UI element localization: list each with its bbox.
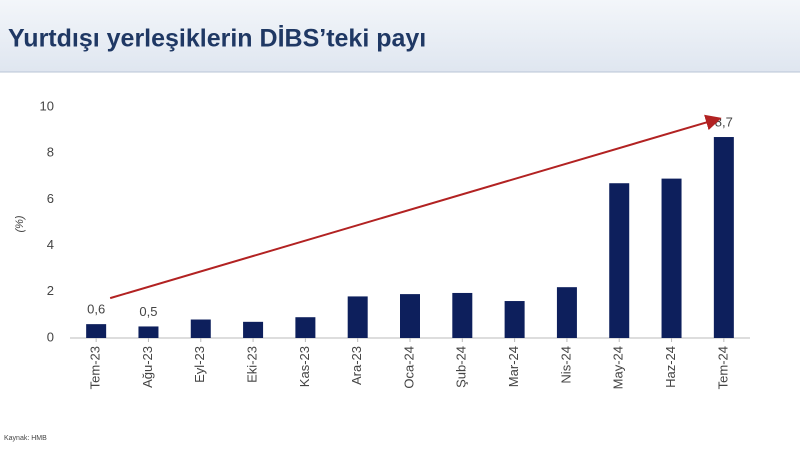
x-tick-label: Tem-24	[715, 346, 730, 389]
x-tick-label: Şub-24	[454, 346, 469, 388]
x-tick-label: Tem-23	[88, 346, 103, 389]
data-label: 0,5	[139, 304, 157, 319]
y-tick-label: 0	[47, 329, 54, 344]
y-tick-label: 10	[40, 98, 54, 113]
bar	[609, 183, 630, 338]
bar	[190, 319, 211, 338]
bar	[400, 294, 420, 338]
x-tick-label: Mar-24	[506, 346, 521, 387]
bar	[713, 137, 734, 338]
bar	[243, 321, 264, 338]
bar	[661, 178, 682, 338]
x-tick-label: Ara-23	[349, 346, 364, 385]
bar	[452, 292, 473, 338]
x-tick-label: Haz-24	[663, 346, 678, 388]
y-tick-label: 8	[47, 145, 54, 160]
y-axis-label: (%)	[14, 215, 26, 232]
y-tick-label: 6	[47, 191, 54, 206]
chart-title: Yurtdışı yerleşiklerin DİBS’teki payı	[8, 25, 426, 53]
x-tick-label: Eki-23	[245, 346, 260, 383]
source-note: Kaynak: HMB	[4, 435, 47, 442]
bar	[295, 317, 316, 338]
bar	[556, 287, 577, 338]
bar	[504, 301, 525, 338]
x-tick-label: May-24	[611, 346, 626, 389]
bar	[347, 296, 368, 338]
bar	[138, 326, 159, 338]
x-tick-label: Ağu-23	[140, 346, 155, 388]
bar	[86, 324, 107, 338]
x-tick-label: Eyl-23	[192, 346, 207, 383]
y-tick-label: 4	[47, 237, 54, 252]
header-band	[0, 0, 800, 72]
x-tick-label: Kas-23	[297, 346, 312, 387]
y-tick-label: 2	[47, 283, 54, 298]
trend-arrow	[109, 114, 722, 300]
data-label: 8,7	[715, 114, 733, 129]
data-label: 0,6	[87, 302, 105, 317]
x-tick-label: Nis-24	[558, 346, 573, 384]
x-tick-label: Oca-24	[401, 346, 416, 389]
